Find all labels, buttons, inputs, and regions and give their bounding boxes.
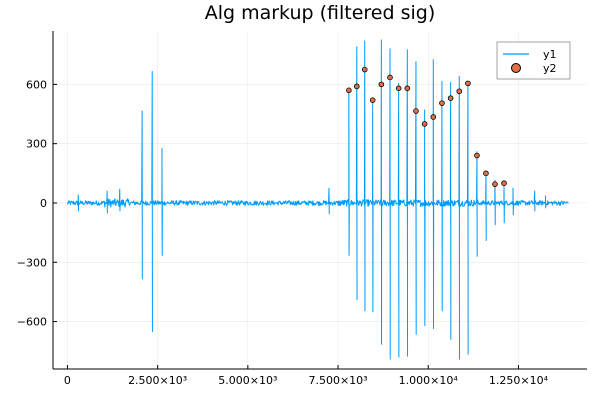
legend-box [496, 41, 571, 80]
scatter-point [483, 170, 489, 177]
x-tick-label: 1.250×10⁴ [489, 374, 549, 387]
scatter-point [447, 95, 454, 102]
scatter-point [404, 85, 411, 92]
legend-label-y2: y2 [543, 62, 557, 75]
legend-swatch-y2 [511, 63, 521, 73]
y-tick-label: 0 [40, 197, 47, 210]
scatter-point [421, 121, 428, 127]
x-tick-label: 0 [64, 374, 71, 387]
tick-labels: 0 2.500×10³ 5.000×10³ 7.500×10³ 1.000×10⁴ 1.2… [17, 78, 549, 387]
scatter-point [501, 180, 507, 186]
x-tick-label: 5.000×10³ [218, 374, 277, 387]
scatter-point [346, 87, 352, 94]
y-tick-label: −600 [17, 316, 47, 329]
scatter-point [492, 181, 498, 187]
x-tick-label: 2.500×10³ [128, 374, 187, 387]
series-y2 [346, 66, 507, 187]
chart-title: Alg markup (filtered sig) [205, 2, 436, 24]
scatter-point [369, 97, 376, 103]
scatter-point [430, 114, 437, 120]
scatter-point [456, 88, 463, 95]
y-tick-label: 300 [26, 138, 47, 151]
y-tick-label: −300 [17, 256, 47, 269]
scatter-point [378, 81, 385, 88]
scatter-point [387, 74, 393, 81]
scatter-point [395, 85, 402, 92]
scatter-point [413, 108, 419, 114]
x-tick-label: 1.000×10⁴ [399, 374, 459, 387]
x-tick-label: 7.500×10³ [308, 374, 367, 387]
scatter-point [474, 152, 480, 159]
y-tick-label: 600 [26, 78, 47, 91]
legend-label-y1: y1 [543, 48, 557, 61]
scatter-point [354, 83, 360, 90]
scatter-point [439, 100, 445, 106]
axes [52, 31, 587, 370]
scatter-point [465, 80, 471, 87]
scatter-point [361, 66, 368, 73]
